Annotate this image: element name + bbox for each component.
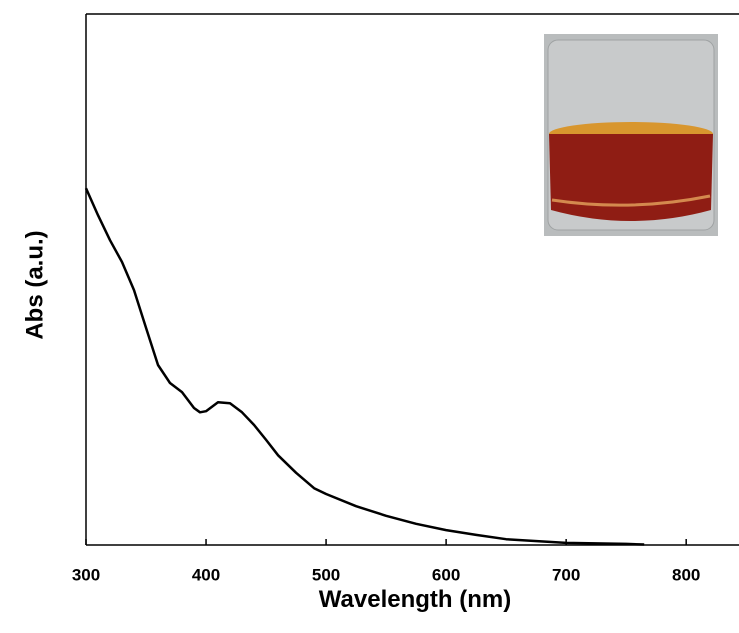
glass-reflection <box>551 194 711 207</box>
x-tick-label: 600 <box>432 565 460 584</box>
inset-photo <box>544 34 718 236</box>
x-tick-label: 400 <box>192 565 220 584</box>
x-tick-label: 300 <box>72 565 100 584</box>
liquid <box>549 134 713 221</box>
spectrum-line <box>84 187 645 546</box>
y-axis-label: Abs (a.u.) <box>21 230 48 339</box>
x-tick-label: 700 <box>552 565 580 584</box>
x-tick-label: 500 <box>312 565 340 584</box>
x-tick-label: 800 <box>672 565 700 584</box>
x-axis-label: Wavelength (nm) <box>319 586 511 613</box>
